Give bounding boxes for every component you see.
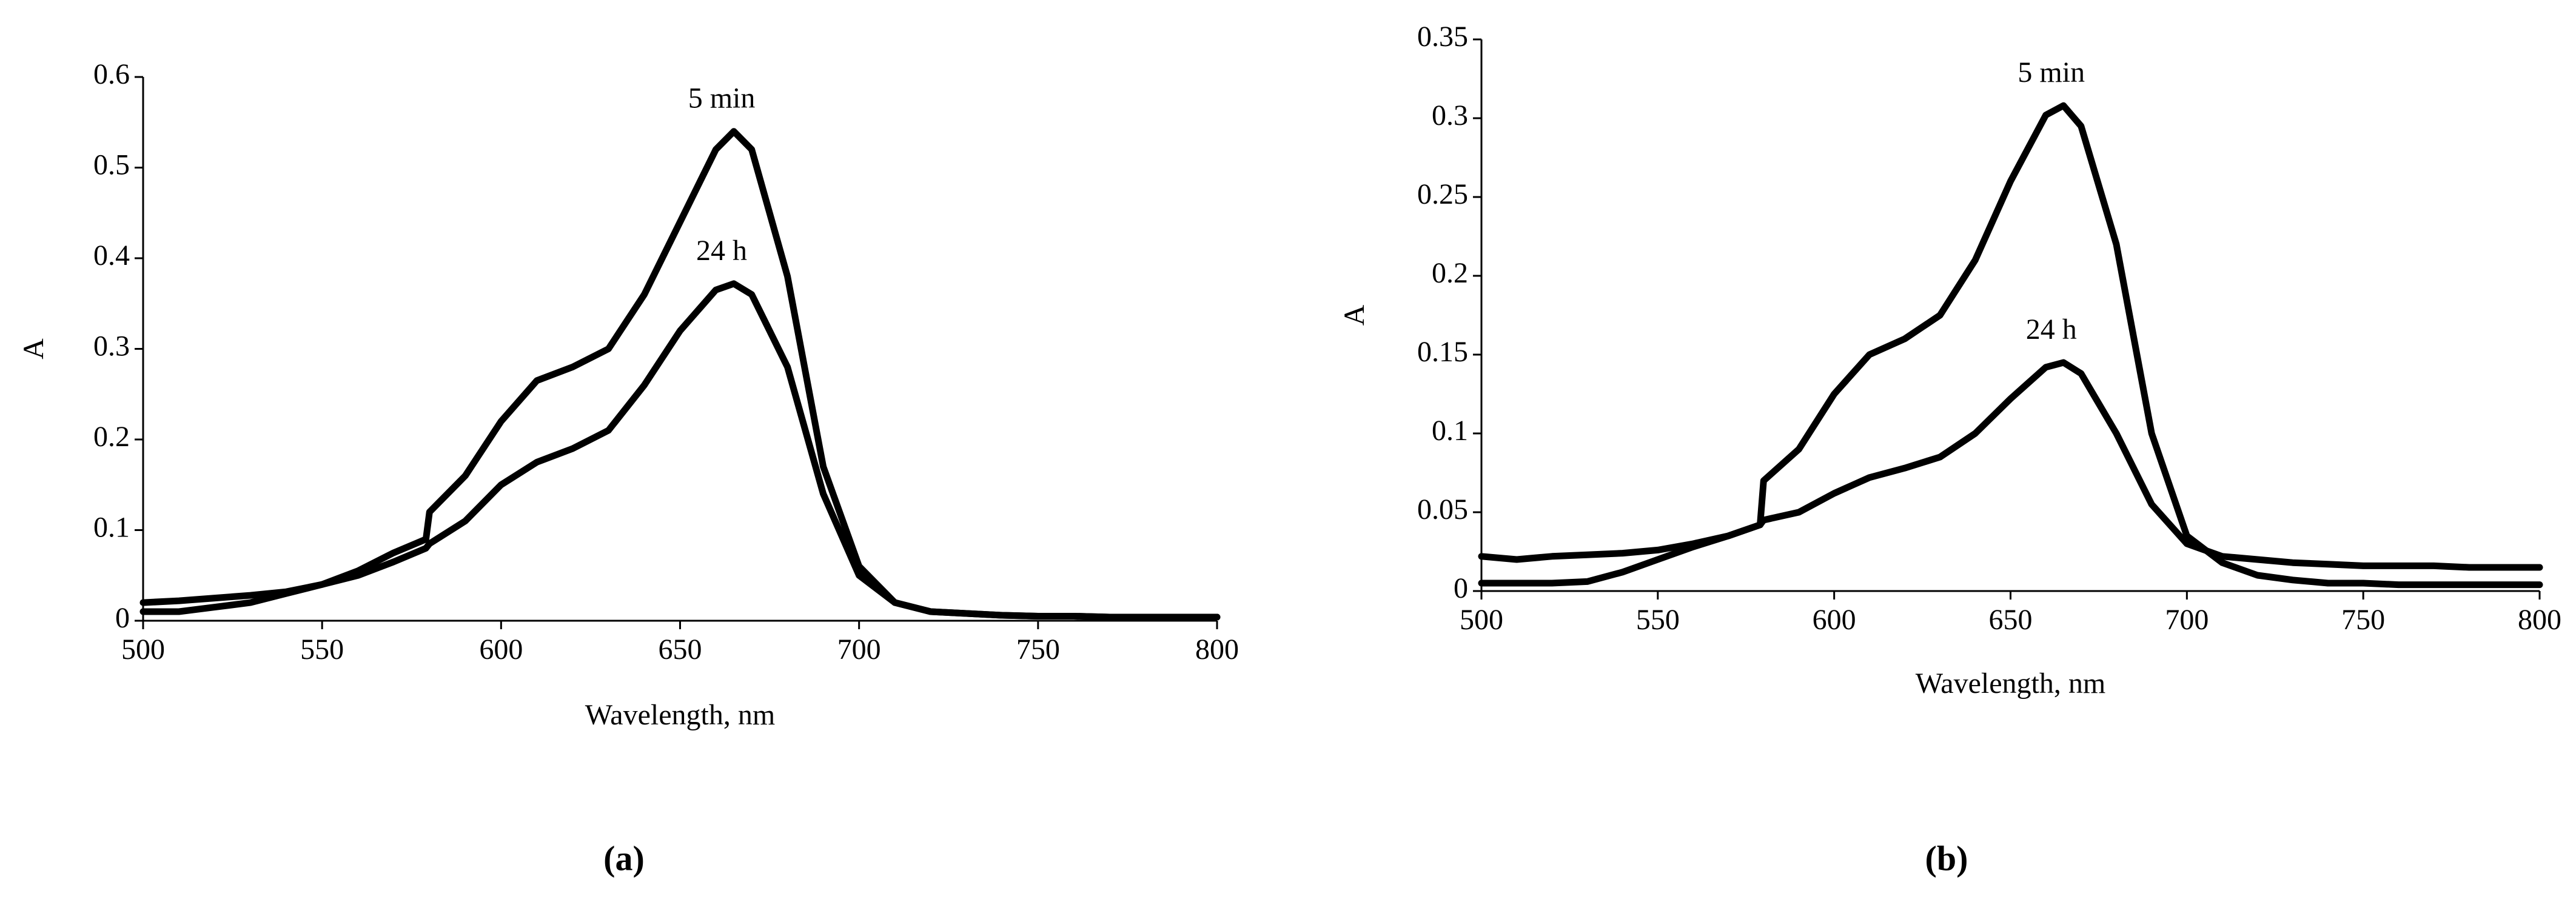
- x-axis-title: Wavelength, nm: [1916, 667, 2105, 700]
- series-label: 5 min: [688, 82, 756, 115]
- x-axis-title: Wavelength, nm: [585, 699, 775, 731]
- y-tick-label: 0.15: [1417, 336, 1468, 368]
- series-label: 5 min: [2018, 56, 2085, 89]
- y-tick-label: 0.3: [93, 330, 130, 362]
- data-line: [139, 280, 1221, 621]
- y-tick-label: 0.3: [1432, 99, 1468, 132]
- x-tick-label: 550: [300, 633, 344, 666]
- x-tick-label: 650: [1989, 604, 2033, 636]
- x-tick-label: 600: [479, 633, 523, 666]
- y-tick-label: 0.4: [93, 239, 130, 272]
- x-tick-label: 700: [837, 633, 881, 666]
- x-tick-label: 750: [1016, 633, 1060, 666]
- x-tick-label: 600: [1813, 604, 1856, 636]
- x-tick-label: 700: [2165, 604, 2209, 636]
- y-axis-title: A: [1338, 304, 1370, 326]
- y-tick-label: 0.25: [1417, 178, 1468, 210]
- data-line: [1478, 102, 2543, 589]
- y-tick-label: 0.2: [1432, 257, 1468, 289]
- x-tick-label: 750: [2341, 604, 2385, 636]
- y-tick-label: 0.1: [1432, 415, 1468, 447]
- y-axis-title: A: [18, 338, 50, 359]
- y-tick-label: 0: [115, 602, 130, 634]
- x-tick-label: 500: [121, 633, 165, 666]
- data-line: [139, 128, 1221, 621]
- y-tick-label: 0.35: [1417, 21, 1468, 53]
- x-tick-label: 500: [1460, 604, 1503, 636]
- data-line: [1478, 359, 2543, 571]
- y-tick-label: 0.2: [93, 421, 130, 453]
- y-tick-label: 0.1: [93, 512, 130, 544]
- x-tick-label: 800: [2518, 604, 2561, 636]
- series-label: 24 h: [2026, 313, 2077, 346]
- y-tick-label: 0.6: [93, 58, 130, 90]
- series-label: 24 h: [696, 235, 747, 267]
- y-tick-label: 0.5: [93, 149, 130, 181]
- panel-label: (b): [1925, 838, 1968, 878]
- y-tick-label: 0.05: [1417, 493, 1468, 526]
- x-tick-label: 800: [1195, 633, 1239, 666]
- x-tick-label: 550: [1636, 604, 1680, 636]
- y-tick-label: 0: [1454, 572, 1468, 604]
- panel-label: (a): [603, 838, 645, 878]
- x-tick-label: 650: [659, 633, 702, 666]
